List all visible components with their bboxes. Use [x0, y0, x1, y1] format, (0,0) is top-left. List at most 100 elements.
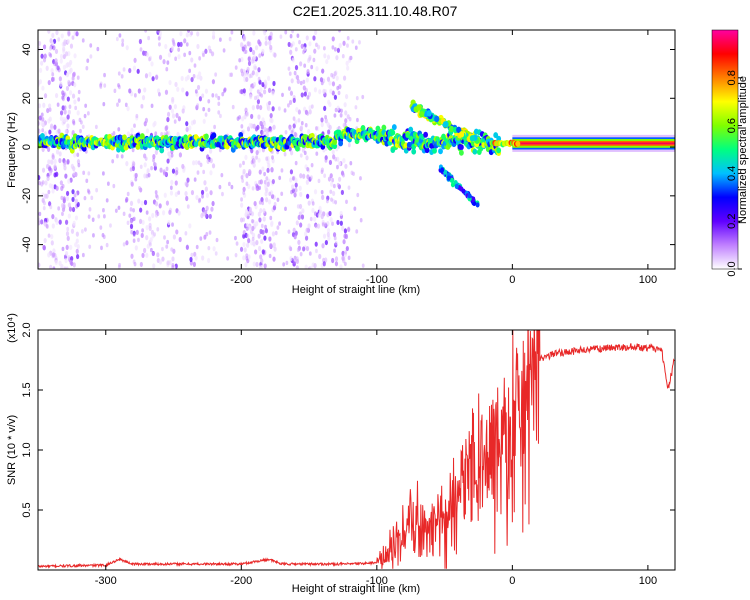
- noise-speck: [139, 261, 143, 268]
- noise-speck: [239, 41, 244, 48]
- noise-speck: [62, 53, 66, 60]
- noise-speck: [59, 81, 63, 87]
- noise-speck: [273, 52, 277, 58]
- noise-speck: [272, 242, 276, 248]
- noise-speck: [279, 34, 283, 39]
- noise-speck: [246, 66, 250, 72]
- noise-speck: [263, 263, 267, 269]
- noise-speck: [266, 181, 270, 187]
- noise-speck: [310, 104, 314, 109]
- noise-speck: [249, 86, 253, 93]
- noise-speck: [290, 130, 294, 135]
- noise-speck: [72, 220, 76, 226]
- upper-branch-blob: [416, 104, 422, 111]
- noise-speck: [260, 124, 264, 130]
- noise-speck: [309, 216, 313, 222]
- noise-speck: [125, 161, 129, 167]
- noise-speck: [192, 160, 196, 166]
- noise-speck: [345, 245, 349, 252]
- noise-speck: [287, 103, 290, 108]
- noise-speck: [209, 158, 213, 164]
- noise-speck: [38, 175, 41, 181]
- noise-speck: [302, 173, 306, 179]
- noise-speck: [194, 159, 198, 166]
- noise-speck: [152, 122, 156, 128]
- noise-speck: [241, 30, 245, 35]
- noise-speck: [310, 64, 314, 70]
- band-blob: [515, 140, 521, 147]
- noise-speck: [165, 67, 169, 72]
- noise-speck: [292, 116, 296, 121]
- x-tick-label: -200: [230, 274, 252, 286]
- band-blob: [309, 132, 315, 139]
- noise-speck: [245, 242, 250, 248]
- noise-speck: [240, 56, 244, 63]
- noise-speck: [196, 43, 200, 50]
- noise-speck: [65, 85, 70, 92]
- noise-speck: [288, 86, 291, 91]
- x-tick-label: -100: [366, 274, 388, 286]
- noise-speck: [289, 256, 293, 262]
- noise-speck: [242, 160, 245, 166]
- noise-speck: [297, 214, 301, 221]
- noise-speck: [307, 223, 311, 229]
- noise-speck: [334, 256, 339, 262]
- noise-speck: [41, 167, 46, 173]
- noise-speck: [255, 221, 259, 227]
- noise-speck: [63, 266, 67, 269]
- noise-speck: [355, 95, 359, 101]
- noise-speck: [76, 75, 80, 80]
- noise-speck: [296, 78, 300, 85]
- noise-speck: [309, 265, 313, 269]
- noise-speck: [328, 124, 332, 131]
- noise-speck: [51, 252, 56, 258]
- noise-speck: [45, 193, 49, 199]
- noise-speck: [137, 237, 140, 243]
- noise-speck: [166, 260, 170, 266]
- noise-speck: [48, 107, 52, 112]
- noise-speck: [156, 211, 160, 217]
- noise-speck: [326, 76, 331, 82]
- noise-speck: [52, 77, 56, 82]
- noise-speck: [183, 52, 187, 58]
- noise-speck: [329, 189, 333, 195]
- noise-speck: [88, 207, 92, 212]
- noise-speck: [126, 220, 130, 226]
- noise-speck: [53, 124, 57, 130]
- lower-branch-blob: [461, 188, 466, 194]
- noise-speck: [84, 103, 88, 108]
- noise-speck: [290, 189, 293, 195]
- noise-speck: [242, 255, 246, 261]
- noise-speck: [334, 261, 339, 267]
- noise-speck: [328, 159, 333, 166]
- band-blob: [459, 144, 464, 151]
- noise-speck: [204, 213, 208, 218]
- noise-speck: [260, 93, 264, 98]
- noise-speck: [145, 235, 149, 241]
- noise-speck: [129, 200, 134, 207]
- noise-speck: [195, 244, 199, 250]
- noise-speck: [318, 253, 322, 260]
- noise-speck: [157, 36, 161, 41]
- noise-speck: [315, 42, 318, 48]
- noise-speck: [54, 48, 59, 55]
- noise-speck: [294, 160, 298, 166]
- noise-speck: [343, 261, 347, 267]
- noise-speck: [71, 196, 75, 203]
- noise-speck: [249, 94, 253, 100]
- noise-speck: [265, 176, 269, 181]
- noise-speck: [354, 105, 358, 110]
- noise-speck: [50, 67, 54, 74]
- noise-speck: [290, 78, 294, 84]
- noise-speck: [333, 248, 336, 253]
- noise-speck: [117, 83, 120, 88]
- noise-speck: [258, 217, 262, 223]
- noise-speck: [343, 233, 347, 239]
- noise-speck: [181, 108, 185, 114]
- noise-speck: [339, 210, 343, 217]
- noise-speck: [151, 76, 155, 82]
- band-blob: [204, 133, 209, 140]
- noise-speck: [296, 204, 300, 209]
- noise-speck: [336, 182, 340, 188]
- noise-speck: [199, 236, 203, 241]
